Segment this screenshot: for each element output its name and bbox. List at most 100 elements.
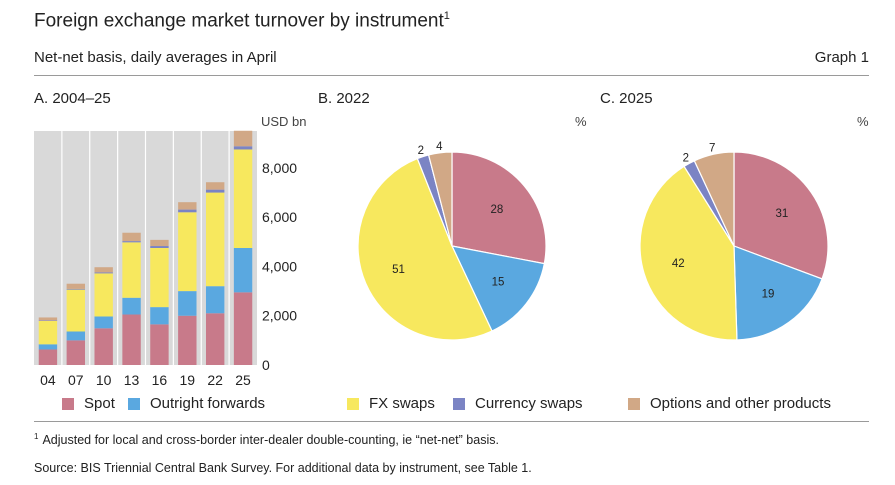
pie-2022-label-fx-swaps: 51	[392, 264, 405, 276]
bar-spot-10	[94, 328, 113, 365]
pie-2025-label-fx-swaps: 42	[672, 258, 685, 270]
panel-a-unit: USD bn	[261, 114, 307, 129]
bar-spot-13	[122, 314, 141, 365]
page-title: Foreign exchange market turnover by inst…	[34, 10, 450, 32]
bar-spot-07	[66, 340, 86, 365]
bar-options-and-other-products-10	[94, 267, 113, 273]
bar-fx-swaps-16	[150, 248, 169, 308]
y-tick-label: 6,000	[262, 209, 297, 225]
pie-2022-slice-fx-swaps	[357, 157, 493, 341]
legend-swatch	[347, 397, 359, 410]
bar-outright-forwards-07	[66, 331, 86, 341]
y-tick-label: 2,000	[262, 308, 297, 324]
bar-options-and-other-products-16	[150, 239, 169, 247]
bar-fx-swaps-13	[122, 242, 141, 298]
legend-label: FX swaps	[369, 395, 435, 412]
pie-2025-label-options-and-other-products: 7	[709, 142, 715, 154]
pie-2025-label-spot: 31	[775, 208, 788, 220]
bar-outright-forwards-04	[38, 344, 58, 350]
legend-swatch	[128, 397, 140, 410]
panel-c-unit: %	[857, 114, 869, 129]
legend-item: Currency swaps	[453, 395, 583, 412]
x-tick-label-04: 04	[40, 372, 56, 388]
bar-outright-forwards-19	[178, 291, 197, 316]
bar-options-and-other-products-07	[66, 283, 86, 289]
pie-2022-slice-spot	[451, 151, 547, 265]
bar-options-and-other-products-13	[122, 232, 141, 242]
legend-label: Outright forwards	[150, 395, 266, 412]
bar-options-and-other-products-19	[178, 202, 197, 210]
footnote: 1 Adjusted for local and cross-border int…	[34, 432, 499, 447]
bar-outright-forwards-16	[150, 307, 169, 325]
panel-b-unit: %	[575, 114, 587, 129]
pie-2025-label-currency-swaps: 2	[683, 152, 689, 164]
pie-2025-slice-fx-swaps	[639, 165, 738, 341]
bar-fx-swaps-07	[66, 289, 86, 332]
bar-currency-swaps-19	[178, 209, 197, 213]
pie-2022-label-currency-swaps: 2	[418, 145, 424, 157]
legend-label: Currency swaps	[475, 395, 583, 412]
legend-label: Spot	[84, 395, 115, 412]
panel-c-title: C. 2025	[600, 90, 653, 107]
bar-currency-swaps-10	[94, 272, 113, 274]
bar-spot-16	[150, 324, 169, 365]
bar-fx-swaps-25	[233, 149, 253, 248]
bar-spot-22	[205, 313, 225, 365]
x-tick-label-19: 19	[180, 372, 196, 388]
legend-label: Options and other products	[650, 395, 831, 412]
bar-currency-swaps-16	[150, 246, 169, 248]
bar-spot-25	[233, 292, 253, 365]
bar-options-and-other-products-25	[233, 130, 253, 147]
pie-2022-slice-outright-forwards	[450, 245, 546, 332]
pie-2025-slice-outright-forwards	[733, 245, 823, 341]
title-footnote-mark: 1	[443, 10, 450, 22]
bar-fx-swaps-22	[205, 192, 225, 287]
pie-2022-slice-options-and-other-products	[427, 151, 453, 247]
bar-fx-swaps-10	[94, 273, 113, 317]
footnote-mark: 1	[34, 432, 39, 441]
bar-outright-forwards-25	[233, 248, 253, 293]
bar-spot-19	[178, 315, 197, 365]
bar-spot-04	[38, 349, 58, 365]
bar-outright-forwards-13	[122, 297, 141, 315]
bar-outright-forwards-10	[94, 316, 113, 329]
x-tick-label-16: 16	[152, 372, 168, 388]
legend-item: Spot	[62, 395, 115, 412]
legend-item: Outright forwards	[128, 395, 265, 412]
bar-fx-swaps-19	[178, 212, 197, 292]
y-tick-label: 4,000	[262, 258, 297, 274]
legend-item: Options and other products	[628, 395, 831, 412]
pie-2022-label-options-and-other-products: 4	[436, 141, 443, 153]
y-tick-label: 0	[262, 357, 270, 373]
source-note: Source: BIS Triennial Central Bank Surve…	[34, 461, 532, 475]
panel-a-title: A. 2004–25	[34, 90, 111, 107]
x-tick-label-25: 25	[235, 372, 251, 388]
header-rule	[34, 75, 869, 76]
x-tick-label-10: 10	[96, 372, 112, 388]
legend-swatch	[62, 397, 74, 410]
bar-options-and-other-products-22	[205, 182, 225, 190]
bar-fx-swaps-04	[38, 320, 58, 345]
x-tick-label-13: 13	[124, 372, 140, 388]
graph-label: Graph 1	[814, 49, 869, 66]
legend-swatch	[453, 397, 465, 410]
subtitle: Net-net basis, daily averages in April	[34, 49, 277, 66]
y-tick-label: 8,000	[262, 160, 297, 176]
bar-currency-swaps-07	[66, 288, 86, 290]
x-tick-label-07: 07	[68, 372, 84, 388]
pie-2022-label-spot: 28	[491, 204, 504, 216]
panel-b-title: B. 2022	[318, 90, 370, 107]
pie-2022-label-outright-forwards: 15	[492, 277, 505, 289]
pie-2025-slice-options-and-other-products	[693, 151, 735, 247]
legend-swatch	[628, 397, 640, 410]
bar-outright-forwards-22	[205, 286, 225, 314]
bar-currency-swaps-13	[122, 241, 141, 243]
title-text: Foreign exchange market turnover by inst…	[34, 10, 444, 32]
legend-item: FX swaps	[347, 395, 435, 412]
footer-rule	[34, 421, 869, 422]
x-tick-label-22: 22	[207, 372, 223, 388]
bar-options-and-other-products-04	[38, 317, 58, 321]
footnote-text: Adjusted for local and cross-border inte…	[42, 433, 499, 448]
pie-2025-slice-spot	[733, 151, 829, 280]
bar-currency-swaps-22	[205, 189, 225, 193]
